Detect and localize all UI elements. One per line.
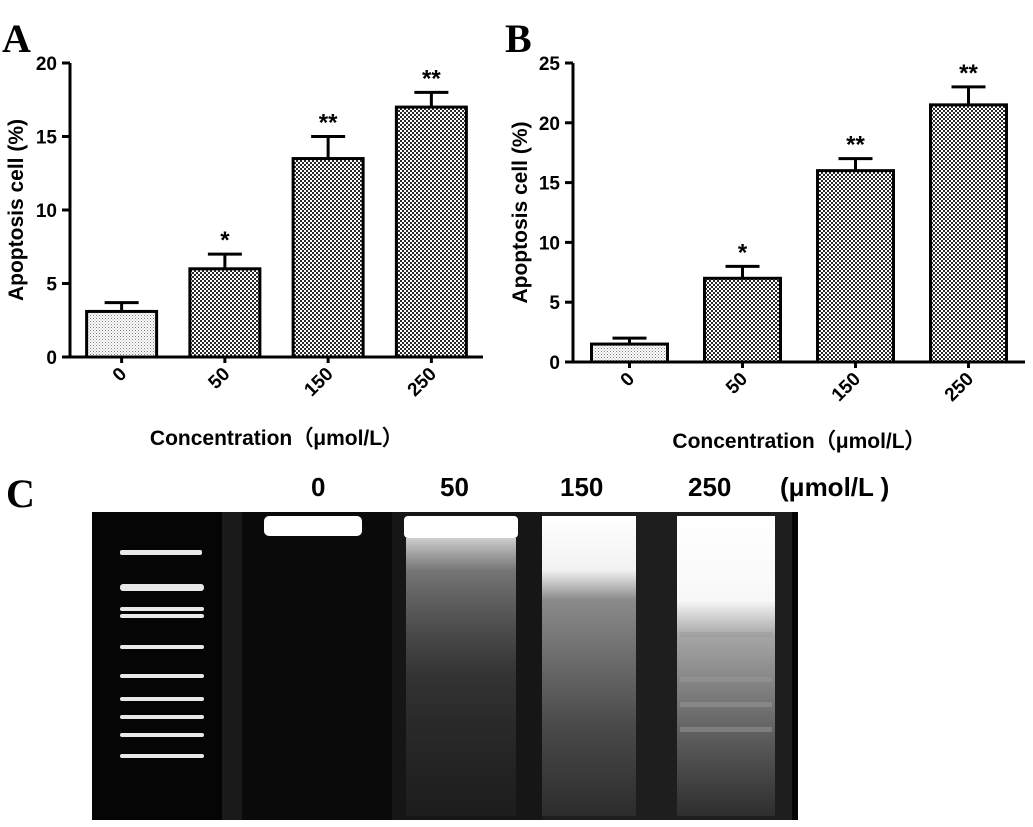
bar-250: [394, 105, 468, 359]
gel-unit-label: (μmol/L ): [780, 472, 890, 502]
gel-lane-label-0: 0: [311, 472, 326, 502]
gel-lane-label-150: 150: [560, 472, 604, 502]
y-tick-label: 15: [539, 174, 561, 195]
chart-a: A 0 5 10 15 20 Apoptosis cell (%) 0 * 50 ** 150 ** 25…: [2, 16, 483, 450]
bar-250: [929, 103, 1008, 364]
dna-ladder-gel-image: [92, 512, 798, 820]
x-tick-label-250: 250: [404, 364, 441, 401]
x-tick-label-250: 250: [941, 369, 978, 406]
y-tick-label: 5: [46, 275, 57, 296]
panel-letter-B: B: [505, 16, 532, 61]
y-axis-label: Apoptosis cell (%): [509, 121, 532, 303]
bar-50: [703, 276, 782, 364]
bar-0: [590, 342, 669, 364]
panel-c-letter: C: [6, 471, 35, 516]
y-tick-label: 20: [36, 54, 57, 75]
bar-50: [188, 267, 262, 359]
gel-lane-label-250: 250: [688, 472, 732, 502]
y-tick-label: 5: [549, 293, 560, 314]
x-tick-label-150: 150: [828, 369, 865, 406]
x-tick-label-150: 150: [300, 364, 337, 401]
significance-marker-50: *: [220, 227, 230, 254]
significance-marker-250: **: [422, 65, 441, 92]
x-tick-label-50: 50: [722, 369, 752, 399]
y-tick-label: 20: [539, 114, 560, 135]
y-tick-label: 25: [539, 54, 561, 75]
significance-marker-150: **: [319, 110, 338, 137]
x-axis-label: Concentration（μmol/L）: [150, 426, 403, 450]
y-tick-label: 0: [549, 353, 560, 374]
panel-letter-A: A: [2, 16, 31, 61]
x-tick-label-50: 50: [205, 364, 235, 394]
bar-150: [291, 157, 365, 359]
chart-b: B 0 5 10 15 20 25 Apoptosis cell (%) 0 * 50 ** 150 **…: [505, 16, 1025, 453]
gel-lane-label-50: 50: [440, 472, 469, 502]
significance-marker-150: **: [846, 132, 865, 159]
y-tick-label: 15: [36, 128, 58, 149]
significance-marker-250: **: [959, 60, 978, 87]
y-axis-label: Apoptosis cell (%): [5, 119, 28, 301]
y-tick-label: 0: [46, 348, 57, 369]
bar-0: [85, 309, 159, 359]
y-tick-label: 10: [36, 201, 57, 222]
x-tick-label-0: 0: [617, 369, 639, 391]
x-tick-label-0: 0: [109, 364, 131, 386]
x-axis-label: Concentration（μmol/L）: [672, 429, 925, 453]
y-tick-label: 10: [539, 233, 560, 254]
significance-marker-50: *: [738, 239, 748, 266]
bar-150: [816, 169, 895, 364]
